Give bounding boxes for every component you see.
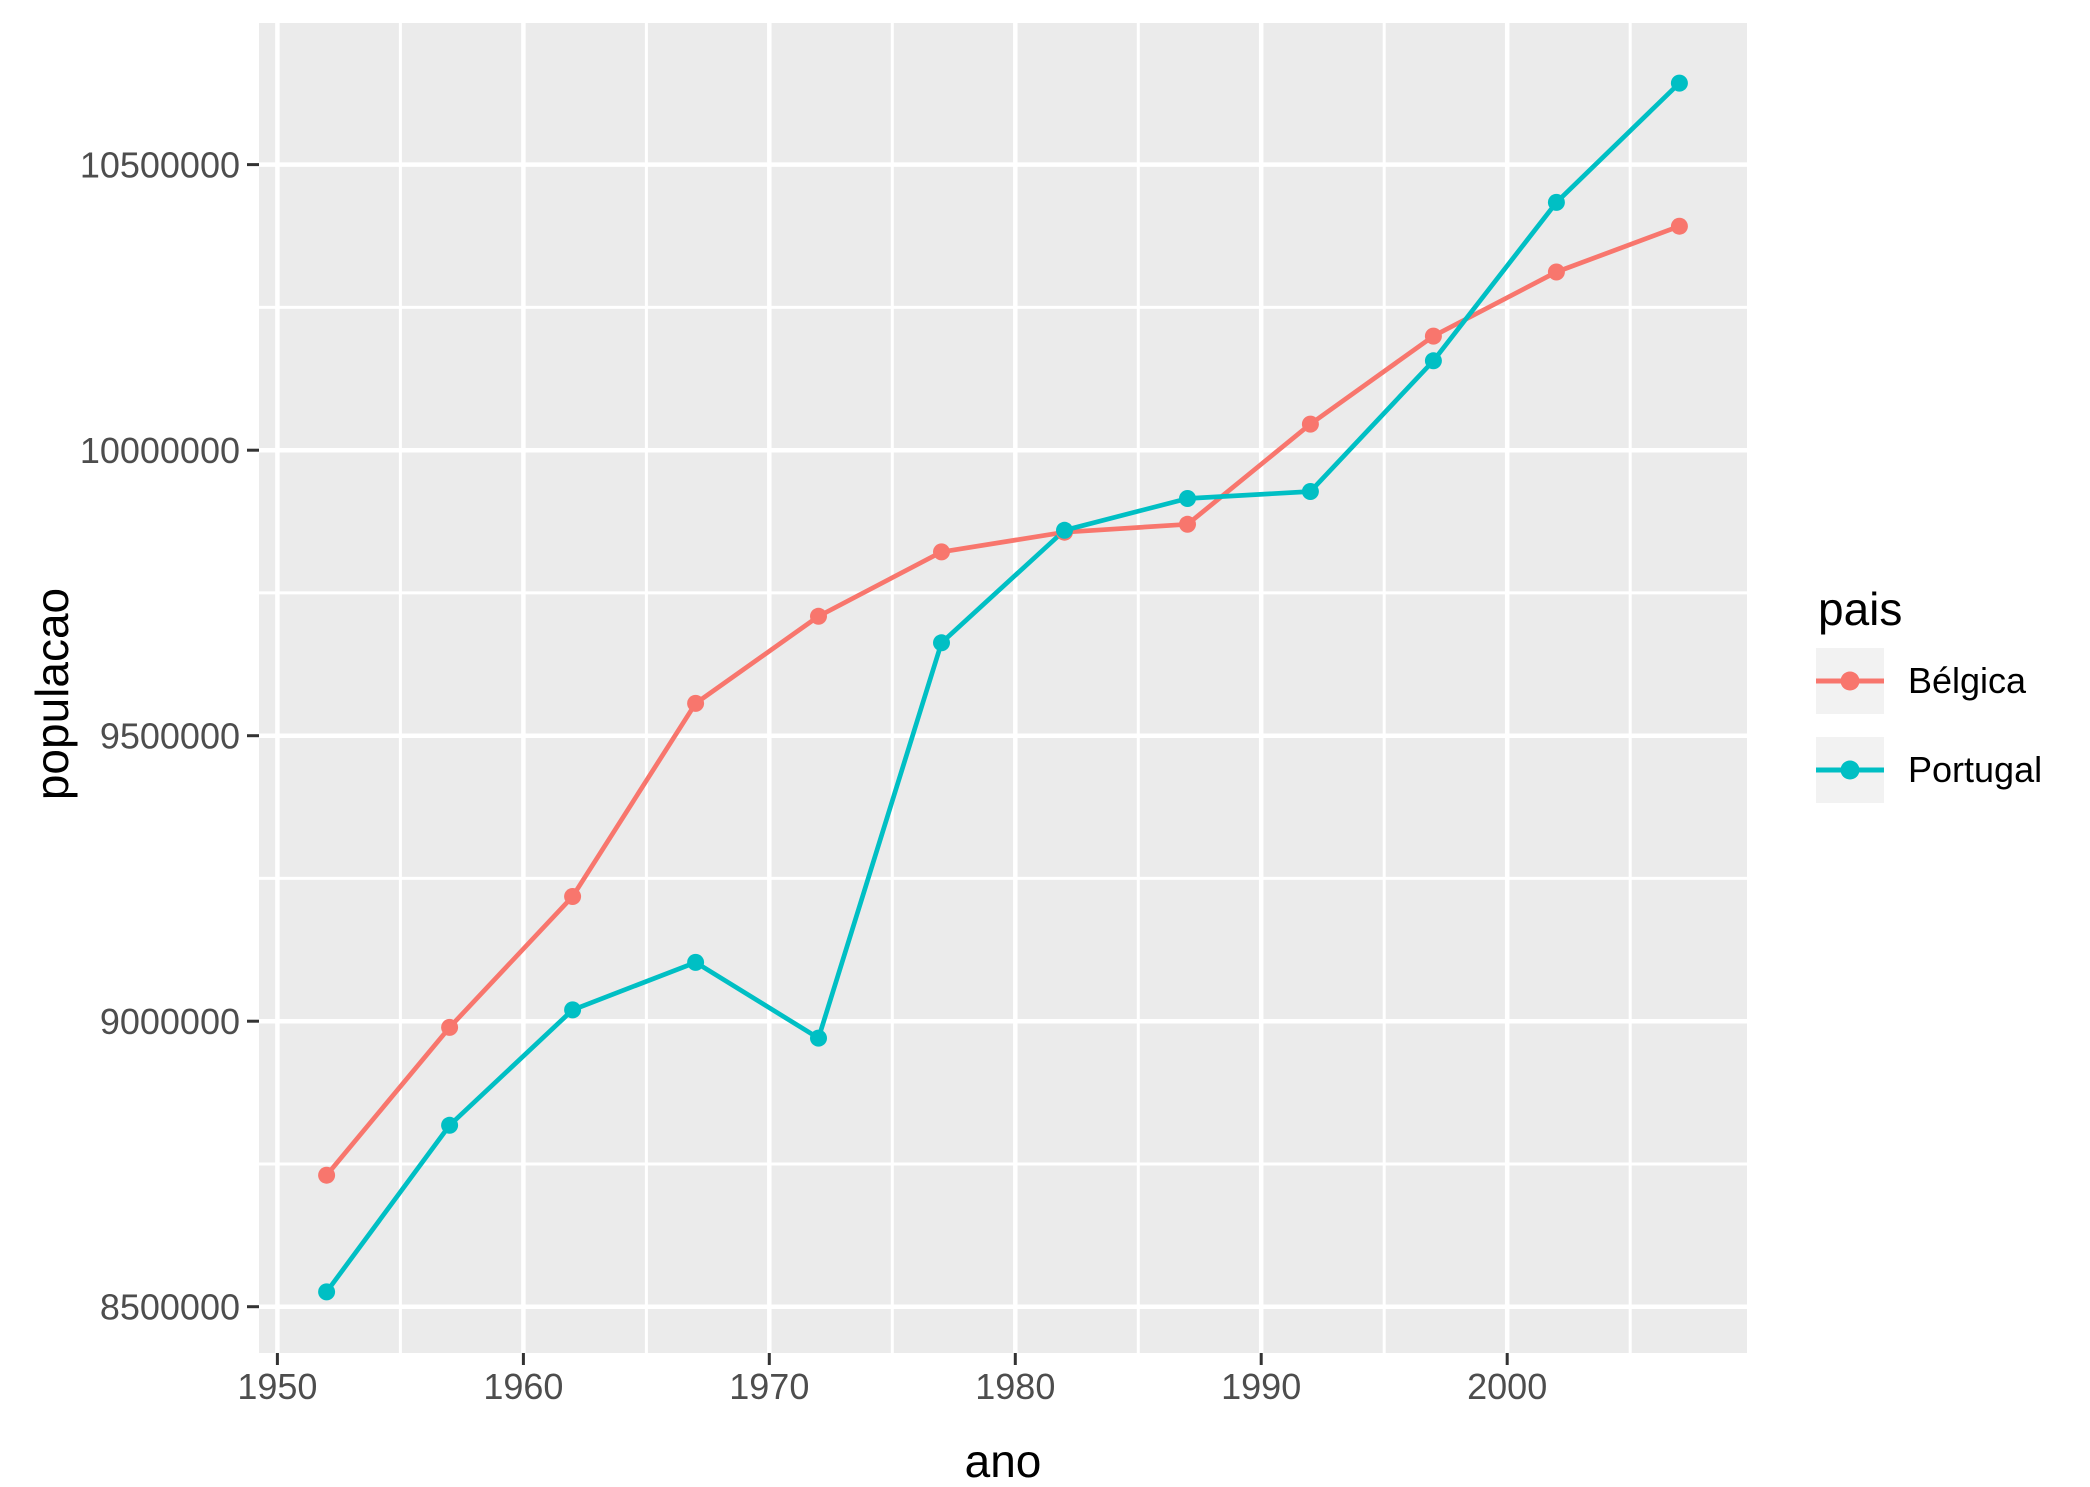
point-icon <box>1840 760 1860 780</box>
x-tick-label: 1970 <box>729 1366 809 1407</box>
data-point-portugal-2002 <box>1547 193 1565 211</box>
data-point-portugal-1952 <box>318 1283 336 1301</box>
data-point-portugal-1957 <box>441 1116 459 1134</box>
data-point-belgica-1957 <box>441 1018 459 1036</box>
legend-entry-label: Portugal <box>1908 749 2043 790</box>
data-point-belgica-1992 <box>1301 415 1319 433</box>
x-tick-label: 1990 <box>1221 1366 1301 1407</box>
x-tick-label: 1960 <box>483 1366 563 1407</box>
point-icon <box>1840 671 1860 691</box>
data-point-belgica-2002 <box>1547 263 1565 281</box>
y-tick-label: 9000000 <box>100 1001 240 1042</box>
data-point-belgica-1967 <box>687 694 705 712</box>
legend-key-swatch <box>1816 648 1884 714</box>
y-tick-label: 9500000 <box>100 716 240 757</box>
x-tick-label: 2000 <box>1467 1366 1547 1407</box>
legend-entry-belgica: Bélgica <box>1816 648 2042 714</box>
data-point-belgica-1987 <box>1179 515 1196 533</box>
data-point-belgica-1952 <box>318 1166 336 1184</box>
data-point-belgica-1972 <box>810 607 827 625</box>
data-point-portugal-1992 <box>1301 483 1319 500</box>
data-point-portugal-1982 <box>1056 521 1073 539</box>
legend-entry-portugal: Portugal <box>1816 737 2042 803</box>
data-point-portugal-1977 <box>933 634 950 652</box>
legend-title: pais <box>1818 583 1903 635</box>
data-point-portugal-1967 <box>687 953 705 971</box>
y-tick-label: 10000000 <box>80 430 240 471</box>
x-tick-label: 1950 <box>237 1366 317 1407</box>
data-point-portugal-1997 <box>1424 352 1442 370</box>
x-axis-title: ano <box>964 1435 1042 1487</box>
series-line-belgica <box>324 223 1681 1177</box>
y-axis-title: populacao <box>26 587 78 801</box>
panel-background <box>259 23 1747 1353</box>
legend: pais Bélgica Portugal <box>1816 586 2042 826</box>
data-point-portugal-1962 <box>564 1001 582 1019</box>
data-point-belgica-1997 <box>1424 327 1442 345</box>
x-tick-label: 1980 <box>975 1366 1055 1407</box>
y-tick-label: 8500000 <box>100 1287 240 1328</box>
data-point-belgica-1977 <box>933 543 950 561</box>
data-point-portugal-1972 <box>810 1029 827 1047</box>
legend-entry-label: Bélgica <box>1908 660 2027 701</box>
data-point-belgica-1962 <box>564 888 582 905</box>
data-point-portugal-1987 <box>1179 490 1196 507</box>
data-point-portugal-2007 <box>1670 74 1688 92</box>
series-line-portugal <box>324 81 1682 1294</box>
legend-key-swatch <box>1816 737 1884 803</box>
y-tick-label: 10500000 <box>80 145 240 186</box>
data-point-belgica-2007 <box>1670 217 1688 235</box>
